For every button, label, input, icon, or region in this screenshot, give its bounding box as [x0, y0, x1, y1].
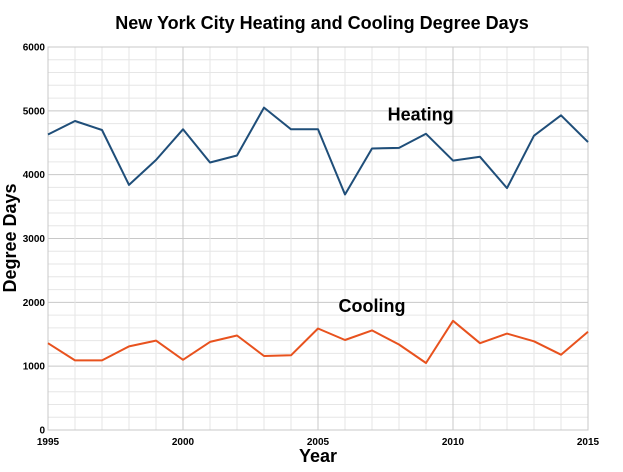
y-tick-label: 2000 [23, 298, 46, 309]
y-tick-label: 5000 [23, 106, 46, 117]
y-tick-label: 4000 [23, 170, 46, 181]
x-tick-label: 2010 [442, 437, 465, 448]
x-tick-label: 1995 [37, 437, 60, 448]
chart-title: New York City Heating and Cooling Degree… [115, 13, 528, 33]
y-tick-label: 0 [39, 426, 45, 437]
x-tick-label: 2015 [577, 437, 600, 448]
y-tick-label: 1000 [23, 362, 46, 373]
y-axis-label: Degree Days [0, 183, 20, 292]
x-tick-label: 2000 [172, 437, 195, 448]
y-tick-label: 3000 [23, 234, 46, 245]
x-axis-label: Year [299, 446, 337, 466]
y-tick-label: 6000 [23, 43, 46, 54]
series-label-cooling: Cooling [339, 296, 406, 316]
series-label-heating: Heating [388, 104, 454, 124]
grid [48, 47, 588, 430]
